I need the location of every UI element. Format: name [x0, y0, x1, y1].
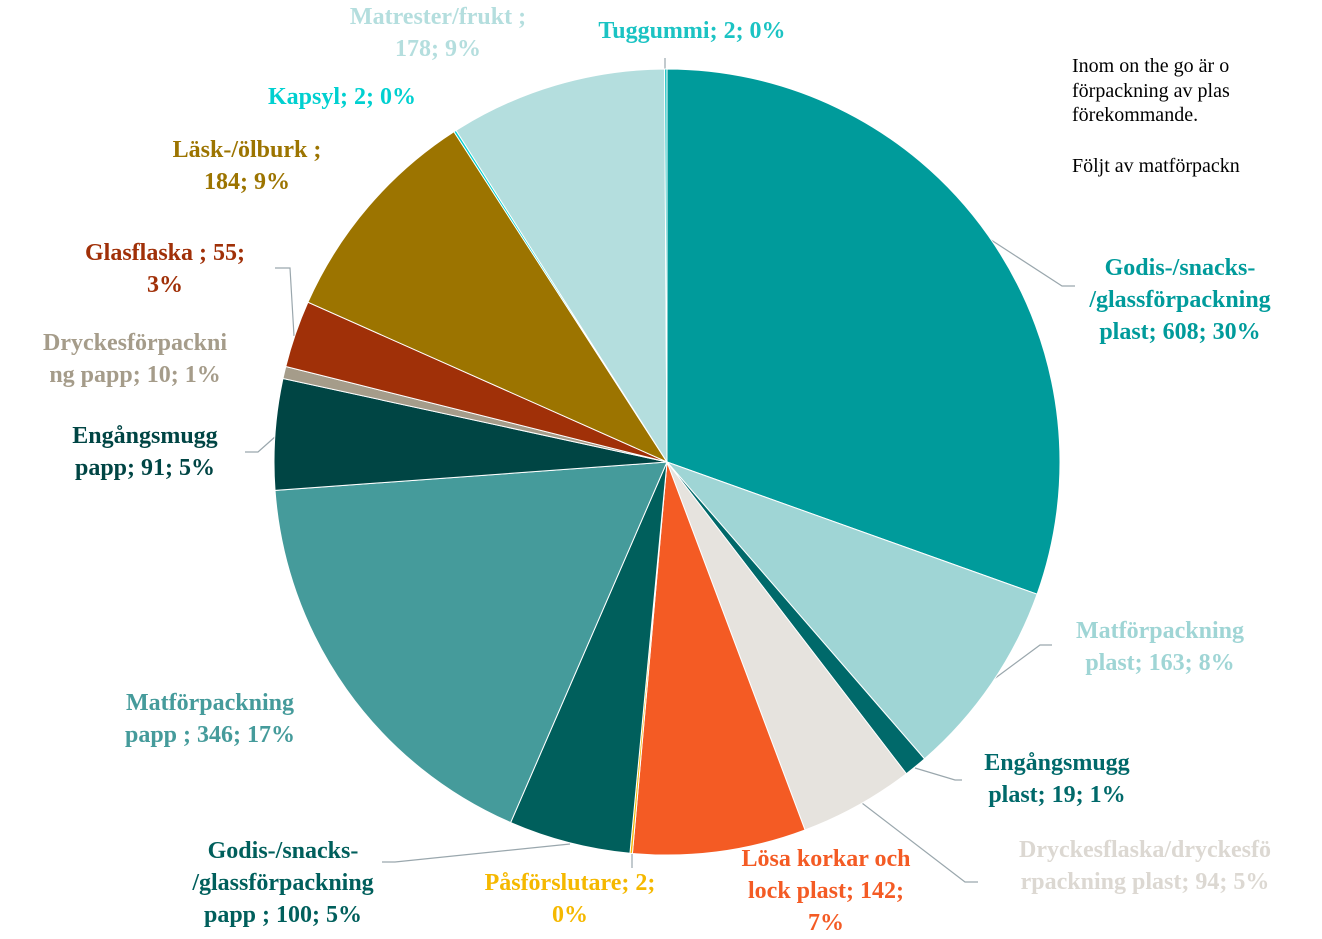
- pie-slice: [631, 461, 806, 856]
- data-label-line: 184; 9%: [204, 169, 290, 195]
- data-label-line: papp; 91; 5%: [75, 455, 215, 481]
- data-label-line: Matförpackning: [126, 690, 294, 716]
- data-label: Påsförslutare; 2; 0%: [485, 870, 656, 928]
- data-label-line: Glasflaska ; 55;: [85, 240, 245, 266]
- leader-line: [245, 435, 277, 453]
- data-label-line: Engångsmugg: [984, 750, 1129, 776]
- leader-line: [989, 644, 1052, 683]
- data-label-line: Engångsmugg: [72, 423, 217, 449]
- data-label-line: ng papp; 10; 1%: [49, 362, 220, 388]
- data-label-line: Läsk-/ölburk ;: [173, 137, 322, 163]
- data-label-line: Tuggummi; 2; 0%: [598, 18, 785, 44]
- data-label-line: lock plast; 142;: [748, 878, 904, 904]
- data-label-line: Dryckesflaska/dryckesfö: [1019, 837, 1271, 863]
- leader-lines: [245, 58, 1075, 883]
- data-label-line: rpackning plast; 94; 5%: [1021, 869, 1270, 895]
- leader-line: [914, 767, 962, 781]
- data-label: Dryckesflaska/dryckesfö rpackning plast; …: [1019, 837, 1271, 895]
- data-label-line: Matrester/frukt ;: [350, 4, 526, 30]
- data-label: Matförpackning papp ; 346; 17%: [125, 690, 295, 748]
- pie-slice: [307, 131, 669, 464]
- data-label: Dryckesförpackni ng papp; 10; 1%: [43, 330, 227, 388]
- data-label-line: Godis-/snacks-: [208, 838, 359, 864]
- data-label: Glasflaska ; 55; 3%: [85, 240, 245, 298]
- leader-line: [857, 799, 978, 883]
- pie-slice: [665, 460, 1038, 760]
- data-label-line: Påsförslutare; 2;: [485, 870, 656, 896]
- data-label: Godis-/snacks- /glassförpackning plast; 60…: [1088, 255, 1270, 345]
- leader-line: [382, 843, 571, 863]
- pie-slice: [666, 68, 1061, 595]
- data-label-line: papp ; 100; 5%: [204, 902, 362, 928]
- pie-slice: [274, 461, 668, 824]
- leader-line: [275, 267, 295, 337]
- data-label: Läsk-/ölburk ; 184; 9%: [173, 137, 322, 195]
- data-label-line: 178; 9%: [395, 36, 481, 62]
- data-label-line: papp ; 346; 17%: [125, 722, 295, 748]
- data-label: Matrester/frukt ; 178; 9%: [350, 4, 526, 62]
- annotation-line: förekommande.: [1072, 104, 1198, 126]
- data-label: Engångsmugg papp; 91; 5%: [72, 423, 217, 481]
- slices: [273, 68, 1061, 856]
- data-label: Kapsyl; 2; 0%: [268, 84, 416, 110]
- pie-slice: [455, 68, 668, 464]
- data-label-line: Kapsyl; 2; 0%: [268, 84, 416, 110]
- data-label: Tuggummi; 2; 0%: [598, 18, 785, 44]
- data-label-line: plast; 163; 8%: [1085, 650, 1234, 676]
- data-label-line: 7%: [808, 910, 844, 936]
- annotation-line: förpackning av plas: [1072, 80, 1230, 102]
- data-label: Lösa korkar och lock plast; 142; 7%: [742, 846, 911, 936]
- data-label-line: Godis-/snacks-: [1105, 255, 1256, 281]
- data-label-line: 3%: [147, 272, 183, 298]
- data-label-line: /glassförpackning: [191, 870, 373, 896]
- data-label-line: /glassförpackning: [1088, 287, 1270, 313]
- data-label-line: plast; 19; 1%: [988, 782, 1125, 808]
- leader-line: [984, 235, 1075, 287]
- annotation-line: Följt av matförpackn: [1072, 155, 1240, 177]
- data-label: Godis-/snacks- /glassförpackning papp ; 10…: [191, 838, 373, 928]
- data-label-line: plast; 608; 30%: [1099, 319, 1260, 345]
- data-labels: Godis-/snacks- /glassförpackning plast; 60…: [43, 4, 1271, 936]
- data-label: Matförpackning plast; 163; 8%: [1076, 618, 1244, 676]
- data-label-line: Matförpackning: [1076, 618, 1244, 644]
- pie-slice: [664, 68, 668, 463]
- data-label: Engångsmugg plast; 19; 1%: [984, 750, 1129, 808]
- annotation-line: Inom on the go är o: [1072, 55, 1229, 77]
- data-label-line: Dryckesförpackni: [43, 330, 227, 356]
- annotation: Inom on the go är o förpackning av plasfö…: [1072, 55, 1240, 177]
- data-label-line: 0%: [552, 902, 588, 928]
- data-label-line: Lösa korkar och: [742, 846, 911, 872]
